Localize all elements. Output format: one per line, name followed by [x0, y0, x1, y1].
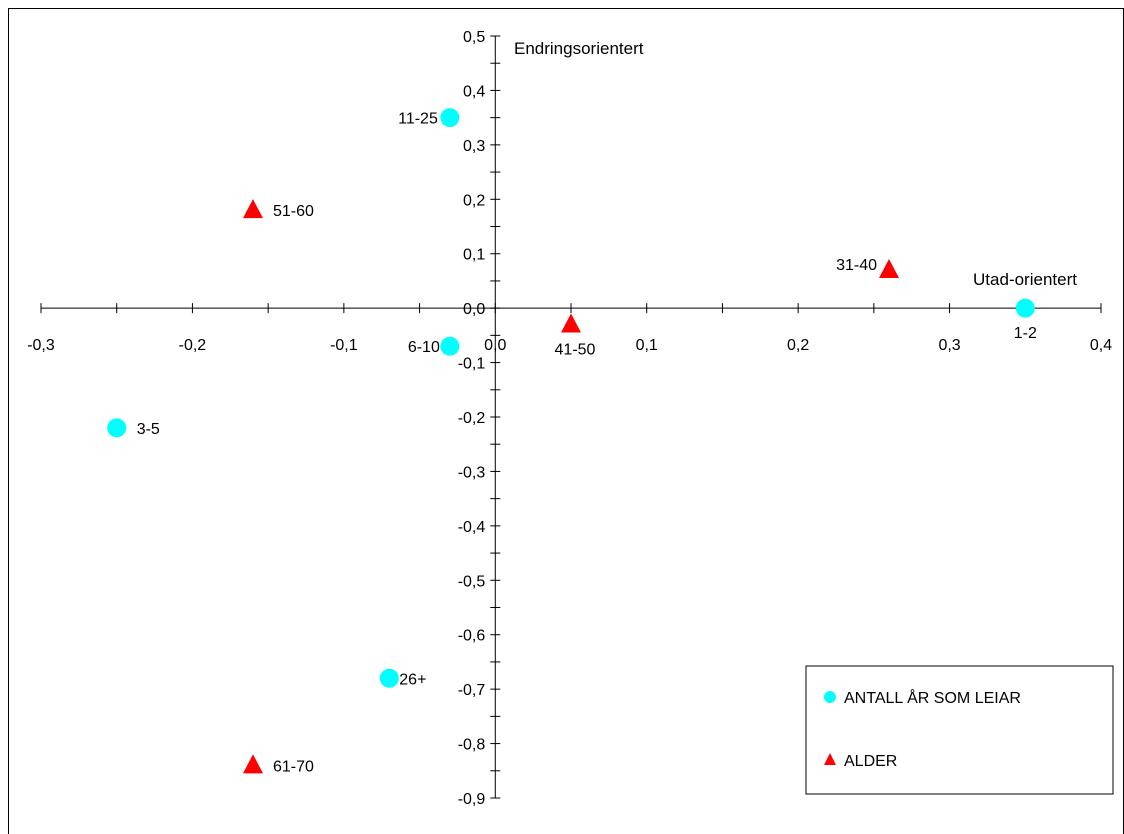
legend-marker-circle [824, 691, 836, 703]
point-label-6-10: 6-10 [408, 339, 440, 356]
point-1-2 [1015, 298, 1035, 318]
x-tick-label: -0,2 [179, 337, 207, 354]
point-label-3-5: 3-5 [137, 421, 160, 438]
x-tick-label: 0,2 [787, 337, 809, 354]
legend-box [805, 665, 1114, 795]
point-41-50 [561, 313, 581, 333]
point-label-1-2: 1-2 [1014, 325, 1037, 342]
point-61-70 [243, 754, 263, 774]
y-tick-label: -0,7 [458, 682, 486, 699]
y-tick-label: -0,9 [458, 791, 486, 808]
point-label-26: 26+ [399, 671, 426, 688]
point-26 [379, 668, 399, 688]
axes: -0,3 -0,2 -0,1 0,0 0,1 0,2 0,3 0,4 0,5 0,4 0,3 0,2 0… [27, 29, 1112, 808]
y-tick-label: -0,2 [458, 410, 486, 427]
x-axis-title: Utad-orientert [973, 270, 1077, 289]
y-tick-label: 0,3 [463, 138, 485, 155]
x-tick-label: 0,4 [1090, 337, 1112, 354]
y-tick-label: 0,0 [463, 301, 485, 318]
y-tick-label: 0,1 [463, 247, 485, 264]
x-tick-label: 0,0 [484, 337, 506, 354]
y-tick-label: -0,6 [458, 628, 486, 645]
y-axis-title: Endringsorientert [514, 39, 644, 58]
point-label-41-50: 41-50 [555, 341, 596, 358]
y-tick-label: 0,4 [463, 83, 485, 100]
data-points: 1-2 3-5 6-10 11-25 26+ 31-40 41-50 51-60 61-70 [107, 108, 1037, 775]
y-tick-label: -0,8 [458, 737, 486, 754]
point-3-5 [107, 418, 127, 438]
x-tick-label: -0,1 [330, 337, 358, 354]
y-tick-label: 0,2 [463, 192, 485, 209]
point-label-61-70: 61-70 [273, 758, 314, 775]
legend: ANTALL ÅR SOM LEIAR ALDER [805, 665, 1114, 795]
y-tick-label: -0,4 [458, 519, 486, 536]
y-tick-label: -0,5 [458, 573, 486, 590]
point-label-31-40: 31-40 [836, 257, 877, 274]
point-51-60 [243, 199, 263, 219]
point-label-51-60: 51-60 [273, 203, 314, 220]
legend-label: ANTALL ÅR SOM LEIAR [844, 688, 1021, 707]
legend-marker-triangle [824, 753, 836, 765]
y-tick-label: -0,1 [458, 356, 486, 373]
point-label-11-25: 11-25 [398, 111, 438, 128]
x-tick-label: 0,3 [938, 337, 960, 354]
point-6-10 [440, 336, 460, 356]
point-31-40 [879, 259, 899, 279]
x-tick-label: -0,3 [27, 337, 55, 354]
x-tick-label: 0,1 [636, 337, 658, 354]
point-11-25 [440, 108, 460, 128]
legend-label: ALDER [844, 753, 897, 770]
y-tick-label: -0,3 [458, 464, 486, 481]
y-tick-label: 0,5 [463, 29, 485, 46]
